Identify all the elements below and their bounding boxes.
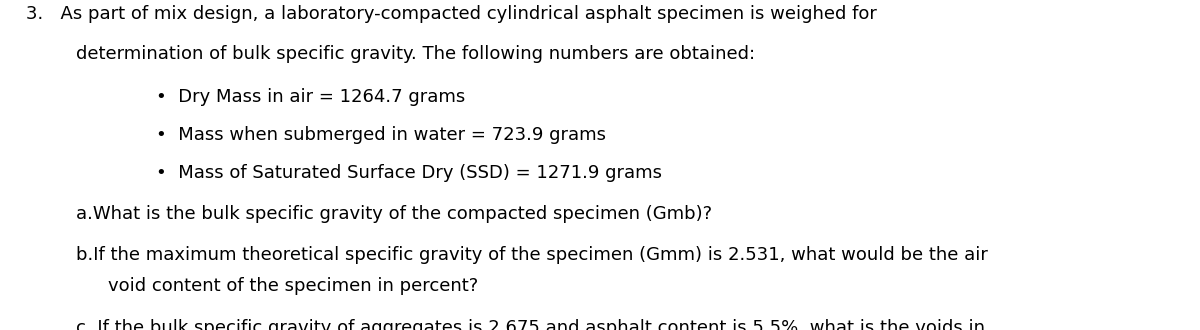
Text: a.What is the bulk specific gravity of the compacted specimen (Gmb)?: a.What is the bulk specific gravity of t…	[76, 205, 712, 223]
Text: b.If the maximum theoretical specific gravity of the specimen (Gmm) is 2.531, wh: b.If the maximum theoretical specific gr…	[76, 246, 988, 264]
Text: c. If the bulk specific gravity of aggregates is 2.675 and asphalt content is 5.: c. If the bulk specific gravity of aggre…	[76, 318, 985, 330]
Text: void content of the specimen in percent?: void content of the specimen in percent?	[108, 277, 479, 295]
Text: •  Mass of Saturated Surface Dry (SSD) = 1271.9 grams: • Mass of Saturated Surface Dry (SSD) = …	[156, 164, 662, 182]
Text: determination of bulk specific gravity. The following numbers are obtained:: determination of bulk specific gravity. …	[76, 45, 755, 63]
Text: •  Mass when submerged in water = 723.9 grams: • Mass when submerged in water = 723.9 g…	[156, 126, 606, 144]
Text: •  Dry Mass in air = 1264.7 grams: • Dry Mass in air = 1264.7 grams	[156, 88, 466, 106]
Text: 3.   As part of mix design, a laboratory-compacted cylindrical asphalt specimen : 3. As part of mix design, a laboratory-c…	[26, 5, 877, 23]
